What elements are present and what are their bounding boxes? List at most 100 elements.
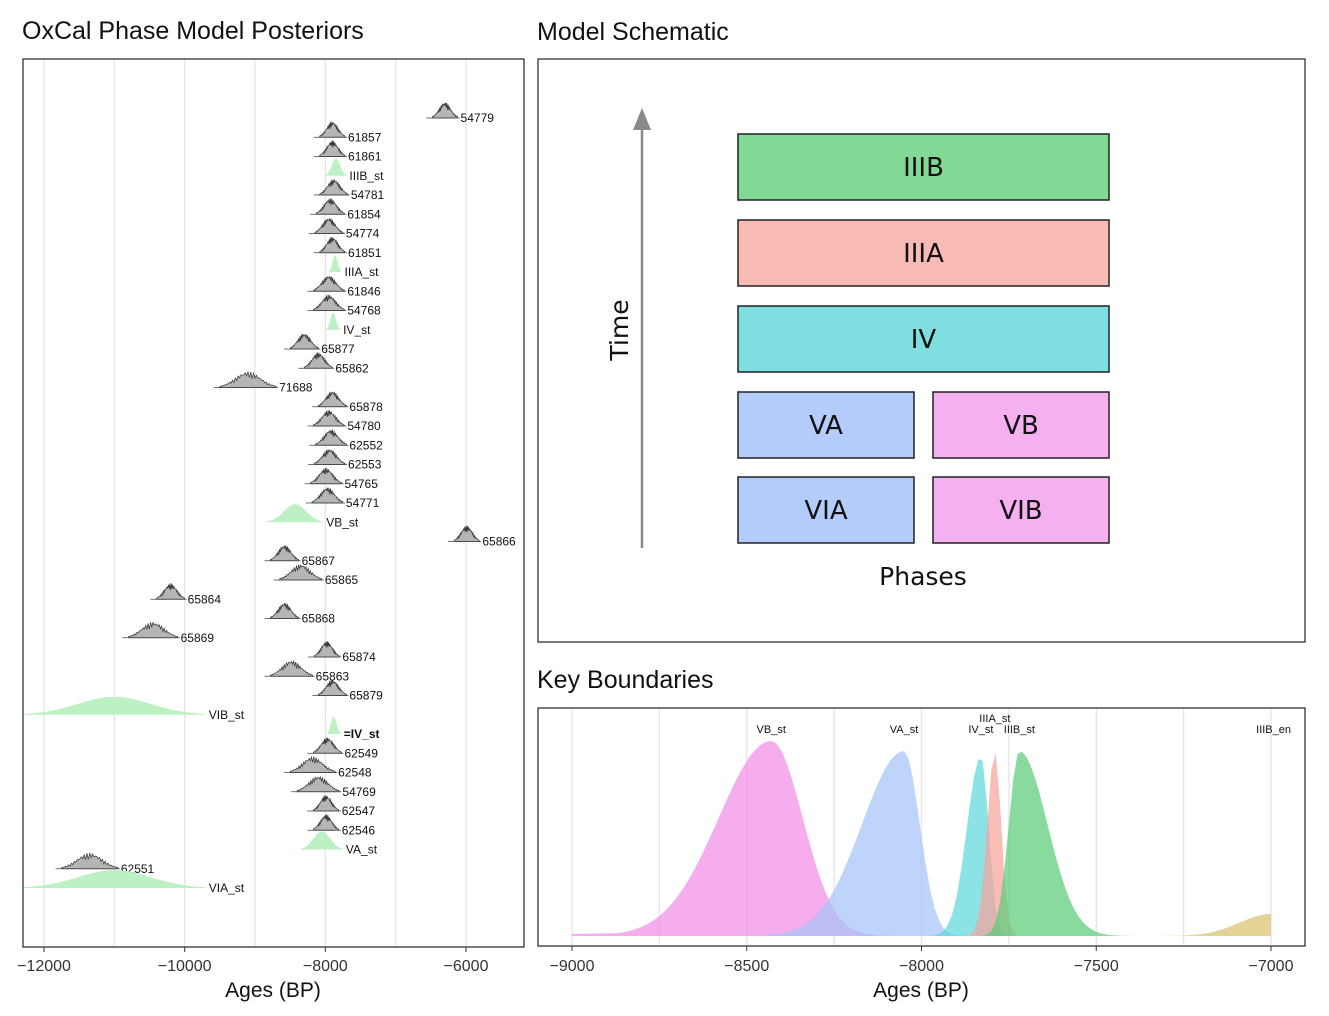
- date-density-54780: [313, 410, 345, 427]
- posterior-row-65868: 65868: [264, 602, 336, 626]
- date-label-62552: 62552: [349, 438, 383, 452]
- phase-box-rect-vb: [932, 391, 1110, 459]
- boundary-area-vb-st: [572, 741, 1271, 936]
- boundaries-tick-label: −9000: [550, 958, 595, 975]
- date-label-54781: 54781: [351, 188, 385, 202]
- date-density-62547: [313, 795, 340, 812]
- posterior-row-54769: 54769: [291, 776, 376, 799]
- posterior-row-iiib-st: IIIB_st: [325, 158, 384, 183]
- posteriors-tick-label: −8000: [303, 958, 348, 975]
- boundaries-tick-label: −8500: [724, 958, 769, 975]
- date-density-61861: [319, 140, 346, 157]
- date-density-54781: [319, 178, 349, 196]
- phase-box-rect-va: [737, 391, 915, 459]
- date-label-61854: 61854: [347, 207, 381, 221]
- phase-box-vib: VIB: [932, 476, 1110, 544]
- phase-box-label-va: VA: [809, 411, 843, 441]
- time-arrow-head-icon: [633, 108, 651, 130]
- date-density-61846: [313, 275, 345, 292]
- date-density-54774: [314, 217, 344, 234]
- posteriors-rows: 54779 61857 61861 IIIB_st 54781 61854 54774 618…: [22, 102, 516, 895]
- date-density-61857: [319, 121, 346, 138]
- left-panel-title: OxCal Phase Model Posteriors: [22, 17, 364, 45]
- posteriors-x-axis-title: Ages (BP): [225, 979, 321, 1002]
- boundaries-tick-label: −8000: [899, 958, 944, 975]
- date-density-65867: [270, 545, 299, 562]
- date-density-54779: [431, 102, 458, 119]
- posterior-row-62552: 62552: [309, 429, 383, 452]
- date-label-65878: 65878: [349, 400, 383, 414]
- model-schematic: Time IIIB IIIA IV VA VB VIA VIB Phases: [537, 58, 1306, 643]
- date-density-65874: [313, 641, 340, 658]
- boundary-density-iv-st: [326, 312, 341, 330]
- boundary-area-label-iiib-en: IIIB_en: [1256, 724, 1291, 736]
- posterior-row-54779: 54779: [426, 102, 495, 125]
- date-label-65877: 65877: [321, 342, 355, 356]
- date-label-54774: 54774: [346, 227, 380, 241]
- phase-box-vb: VB: [932, 391, 1110, 459]
- posterior-row-62548: 62548: [284, 755, 372, 780]
- boundary-density-iiib-st: [325, 158, 347, 176]
- boundary-label-vb-st: VB_st: [326, 515, 359, 529]
- posterior-row-va-st: VA_st: [300, 831, 378, 857]
- date-density-65877: [289, 333, 319, 350]
- boundaries-tick-label: −7000: [1249, 958, 1294, 975]
- boundary-area-label-iv-st: IV_st: [968, 724, 993, 736]
- posterior-row-54780: 54780: [307, 410, 381, 433]
- date-density-65862: [303, 352, 333, 369]
- posterior-row-65869: 65869: [122, 621, 215, 645]
- phase-box-label-iiia: IIIA: [903, 239, 944, 269]
- boundary-density-vb-st: [266, 504, 324, 523]
- posterior-row-iiia-st: IIIA_st: [328, 255, 380, 279]
- phase-box-label-iv: IV: [911, 325, 937, 355]
- phase-box-rect-vib: [932, 476, 1110, 544]
- date-label-61851: 61851: [348, 246, 382, 260]
- date-label-54779: 54779: [461, 111, 495, 125]
- phase-box-va: VA: [737, 391, 915, 459]
- phase-box-label-vib: VIB: [999, 496, 1042, 526]
- phase-box-iiib: IIIB: [737, 133, 1110, 201]
- date-label-65868: 65868: [302, 612, 336, 626]
- posterior-row-65879: 65879: [312, 679, 383, 703]
- posterior-row-via-st: VIA_st: [22, 870, 245, 895]
- date-label-65866: 65866: [482, 535, 516, 549]
- date-density-62552: [315, 429, 347, 446]
- phases-axis-label: Phases: [879, 562, 967, 591]
- boundary-area-fill-va-st: [572, 751, 1271, 936]
- boundary-density-va-st: [300, 831, 343, 850]
- posterior-row-61857: 61857: [313, 121, 382, 144]
- date-label-65863: 65863: [316, 669, 350, 683]
- boundary-density-via-st: [22, 870, 206, 888]
- boundary-label-va-st: VA_st: [346, 843, 378, 857]
- date-density-65863: [270, 659, 314, 677]
- date-density-62546: [313, 814, 340, 831]
- boundary-area-fill-vb-st: [572, 741, 1271, 936]
- phase-box-iv: IV: [737, 305, 1110, 373]
- posterior-row-65866: 65866: [448, 525, 516, 549]
- posteriors-tick-label: −6000: [444, 958, 489, 975]
- date-label-62548: 62548: [338, 766, 372, 780]
- phase-box-label-vb: VB: [1003, 411, 1039, 441]
- boundary-area-label-va-st: VA_st: [890, 724, 919, 736]
- posterior-row-54781: 54781: [313, 178, 385, 202]
- date-density-65866: [453, 525, 480, 542]
- date-density-54769: [296, 776, 340, 793]
- date-density-54768: [313, 294, 345, 311]
- posterior-row-62546: 62546: [307, 814, 375, 837]
- boundary-label-iiia-st: IIIA_st: [345, 265, 380, 279]
- posterior-row-62547: 62547: [307, 795, 375, 818]
- phase-box-rect-iv: [737, 305, 1110, 373]
- posteriors-frame: [22, 58, 525, 948]
- posterior-row-71688: 71688: [213, 370, 313, 395]
- phase-box-label-via: VIA: [804, 496, 847, 526]
- posterior-row-65865: 65865: [273, 564, 359, 587]
- posterior-row-61851: 61851: [313, 236, 382, 260]
- boundary-label-iv-st: =IV_st: [344, 727, 380, 741]
- boundaries-x-axis-title: Ages (BP): [873, 979, 969, 1002]
- schematic-panel-title: Model Schematic: [537, 18, 729, 46]
- date-label-65869: 65869: [181, 631, 215, 645]
- date-density-61854: [315, 198, 345, 215]
- date-label-62549: 62549: [345, 746, 379, 760]
